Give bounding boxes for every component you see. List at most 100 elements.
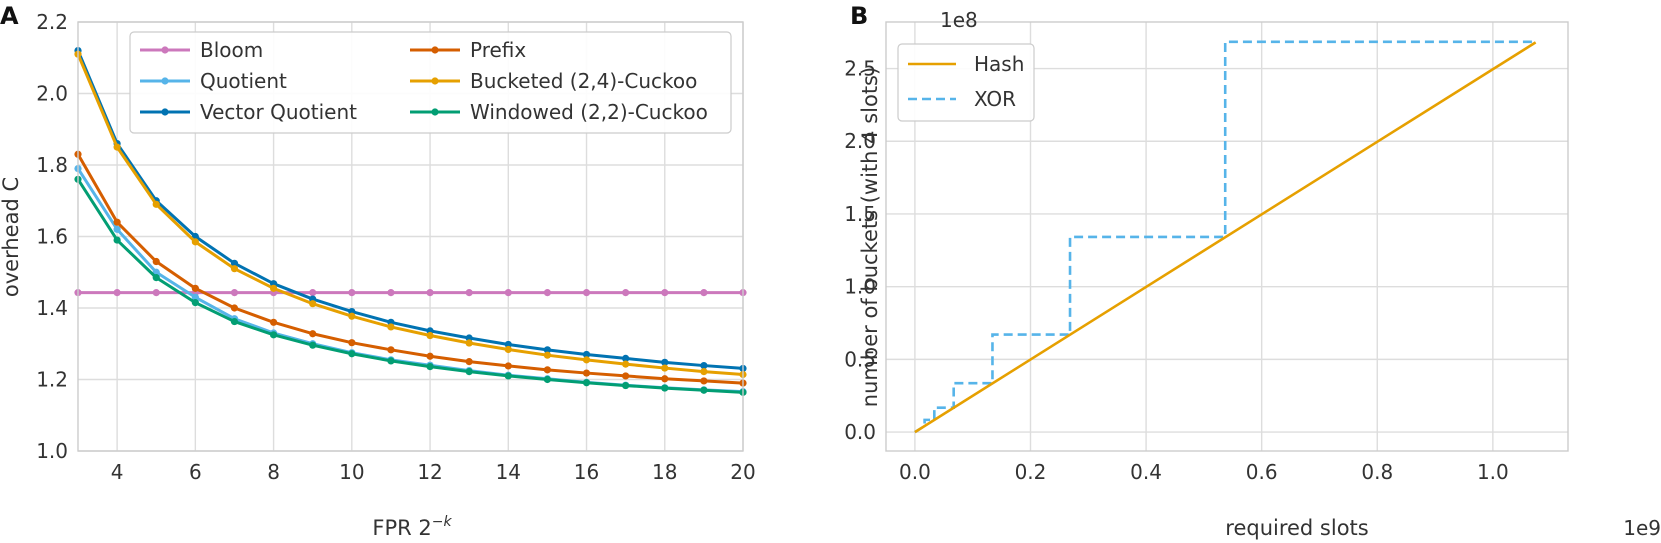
data-point-bloom [113, 289, 121, 297]
panel-b-frame [885, 21, 1569, 452]
data-point-windowed-2-2-cuckoo [622, 381, 630, 390]
panel-b-x-tick-label: 0.6 [1246, 460, 1278, 484]
series-line-prefix [76, 153, 744, 385]
data-point-vector-quotient [661, 358, 669, 366]
data-point-bloom [348, 289, 356, 297]
data-point-windowed-2-2-cuckoo [230, 317, 239, 326]
panel-b-y-offset-label: 1e8 [940, 8, 978, 32]
panel-a-x-tick-label: 10 [339, 460, 364, 484]
series-windowed-2-2-cuckoo [74, 175, 747, 396]
panel-a-x-axis-label-exponent: −k [432, 514, 453, 530]
panel-a-frame [77, 21, 744, 452]
legend-item-bloom: Bloom [140, 38, 263, 62]
legend-marker-vector-quotient [161, 108, 169, 116]
data-point-windowed-2-2-cuckoo [269, 331, 278, 339]
panel-a-y-tick-label: 1.6 [36, 225, 68, 249]
data-point-bucketed-2-4-cuckoo [543, 351, 552, 359]
data-point-bloom [700, 289, 708, 297]
data-point-windowed-2-2-cuckoo [504, 372, 512, 380]
data-point-bucketed-2-4-cuckoo [348, 312, 356, 320]
panel-b-tick-labels: 0.0 0.2 0.4 0.6 0.8 1.0 0.0 0.5 1.0 1.5 2.0 2.5 [844, 57, 1509, 484]
series-line-windowed-2-2-cuckoo [76, 178, 744, 394]
data-point-vector-quotient [622, 354, 630, 363]
data-point-bloom [387, 289, 395, 297]
panel-a-y-tick-label: 1.4 [36, 296, 68, 320]
data-point-vector-quotient [465, 334, 473, 342]
panel-a-y-tick-label: 1.8 [36, 153, 68, 177]
data-point-bloom [230, 289, 239, 297]
legend-item-windowed-2-2-cuckoo: Windowed (2,2)-Cuckoo [410, 100, 708, 124]
data-point-quotient [113, 225, 121, 233]
panel-a-x-axis-label: FPR 2−k [372, 514, 452, 540]
data-point-windowed-2-2-cuckoo [113, 236, 121, 244]
data-point-bloom [465, 289, 473, 297]
data-point-prefix [504, 362, 512, 370]
data-point-bucketed-2-4-cuckoo [622, 360, 630, 368]
data-point-prefix [465, 358, 473, 366]
legend-label-hash: Hash [974, 52, 1024, 76]
data-point-windowed-2-2-cuckoo [700, 386, 708, 394]
data-point-bucketed-2-4-cuckoo [152, 200, 160, 208]
data-point-prefix [700, 377, 708, 385]
legend-label-quotient: Quotient [200, 69, 287, 93]
data-point-windowed-2-2-cuckoo [582, 379, 591, 387]
data-point-prefix [309, 330, 317, 338]
legend-label-windowed-2-2-cuckoo: Windowed (2,2)-Cuckoo [470, 100, 708, 124]
data-point-vector-quotient [543, 346, 552, 354]
series-line-bucketed-2-4-cuckoo [76, 53, 744, 376]
panel-b-y-tick-label: 2.0 [844, 129, 876, 153]
data-point-windowed-2-2-cuckoo [661, 384, 669, 392]
panel-b-y-tick-label: 1.0 [844, 275, 876, 299]
data-point-bucketed-2-4-cuckoo [309, 300, 317, 308]
panel-a-y-tick-label: 2.2 [36, 10, 68, 34]
series-bucketed-2-4-cuckoo [74, 50, 747, 379]
panel-a-x-tick-label: 8 [267, 460, 280, 484]
legend-item-quotient: Quotient [140, 69, 287, 93]
data-point-prefix [426, 352, 434, 360]
data-point-prefix [152, 257, 160, 266]
legend-marker-windowed-2-2-cuckoo [431, 108, 439, 116]
data-point-prefix [387, 346, 395, 354]
data-point-quotient [191, 293, 199, 301]
panel-b-x-tick-label: 1.0 [1477, 460, 1509, 484]
data-point-bucketed-2-4-cuckoo [269, 284, 278, 292]
data-point-prefix [543, 366, 552, 374]
legend-label-prefix: Prefix [470, 38, 526, 62]
data-point-bloom [622, 289, 630, 297]
panel-a-x-axis-label-base: FPR 2 [372, 516, 431, 540]
panel-a-legend: Bloom Quotient Vector Quotient Prefix Bucket… [129, 31, 732, 134]
data-point-bucketed-2-4-cuckoo [582, 356, 591, 364]
panel-a-x-tick-label: 4 [111, 460, 124, 484]
data-point-vector-quotient [504, 340, 512, 349]
data-point-bucketed-2-4-cuckoo [113, 143, 121, 151]
data-point-prefix [348, 339, 356, 347]
data-point-bucketed-2-4-cuckoo [661, 364, 669, 372]
panel-b-x-tick-label: 0.8 [1361, 460, 1393, 484]
legend-label-xor: XOR [974, 87, 1016, 111]
data-point-bucketed-2-4-cuckoo [426, 331, 434, 340]
panel-b-y-tick-label: 1.5 [844, 202, 876, 226]
panel-b-y-tick-label: 0.0 [844, 420, 876, 444]
series-line-xor [914, 40, 1536, 434]
panel-b-legend: Hash XOR [897, 43, 1035, 122]
data-point-prefix [230, 304, 239, 312]
data-point-bloom [543, 289, 552, 297]
data-point-windowed-2-2-cuckoo [309, 341, 317, 349]
panel-b-y-tick-label: 2.5 [844, 57, 876, 81]
panel-b-x-tick-label: 0.2 [1015, 460, 1047, 484]
legend-label-bucketed-2-4-cuckoo: Bucketed (2,4)-Cuckoo [470, 69, 697, 93]
data-point-windowed-2-2-cuckoo [191, 299, 199, 307]
data-point-vector-quotient [230, 259, 239, 267]
data-point-bucketed-2-4-cuckoo [504, 345, 512, 354]
panel-b: 0.0 0.2 0.4 0.6 0.8 1.0 0.0 0.5 1.0 1.5 2.0 2.5 B 1… [844, 2, 1661, 540]
panel-a-y-axis-label: overhead C [0, 177, 23, 297]
data-point-windowed-2-2-cuckoo [426, 363, 434, 371]
legend-item-vector-quotient: Vector Quotient [140, 100, 357, 124]
data-point-prefix [191, 284, 199, 292]
legend-item-prefix: Prefix [410, 38, 526, 62]
panel-a: 4 6 8 10 12 14 16 18 20 1.0 1.2 1.4 1.6 1.8 2.0 2.2 A F… [0, 2, 756, 540]
legend-marker-prefix [431, 46, 439, 54]
series-line-hash [914, 41, 1537, 434]
panel-b-x-offset-label: 1e9 [1623, 516, 1661, 540]
